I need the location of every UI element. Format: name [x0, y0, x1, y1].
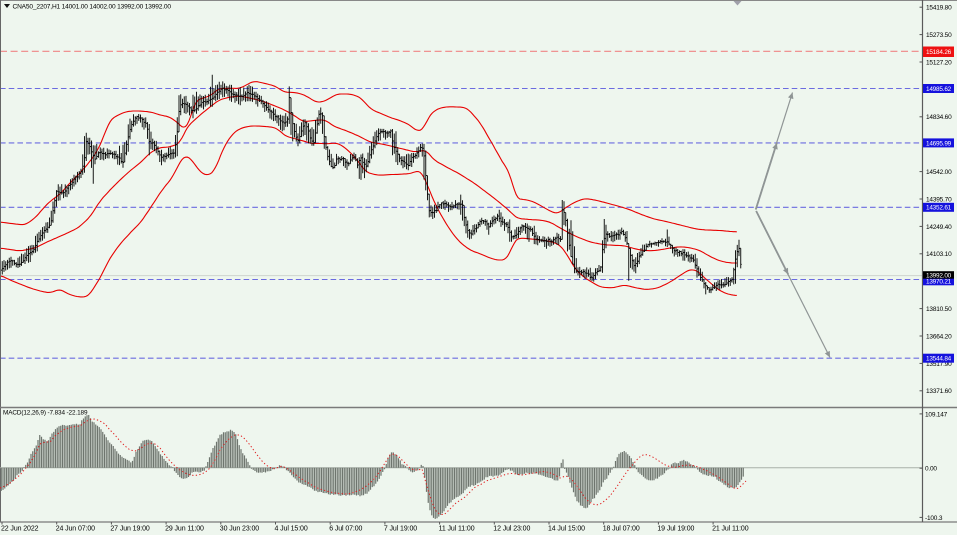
svg-text:13992.00: 13992.00 [926, 272, 952, 279]
svg-text:14249.40: 14249.40 [926, 224, 952, 231]
svg-text:14985.62: 14985.62 [926, 86, 952, 93]
svg-text:27 Jun 19:00: 27 Jun 19:00 [110, 526, 149, 533]
svg-text:-100.3: -100.3 [925, 515, 943, 522]
svg-text:CNA50_2207,H1 14001.00 14002.: CNA50_2207,H1 14001.00 14002.00 13992.00… [13, 4, 172, 11]
svg-text:14834.60: 14834.60 [926, 114, 952, 121]
svg-text:13664.20: 13664.20 [926, 333, 952, 340]
svg-text:29 Jun 11:00: 29 Jun 11:00 [165, 526, 204, 533]
svg-text:11 Jul 11:00: 11 Jul 11:00 [439, 526, 475, 533]
svg-text:4 Jul 15:00: 4 Jul 15:00 [275, 526, 308, 533]
svg-text:21 Jul 11:00: 21 Jul 11:00 [712, 526, 749, 533]
svg-text:15127.20: 15127.20 [926, 59, 952, 66]
svg-text:14103.10: 14103.10 [926, 251, 952, 258]
svg-text:18 Jul 07:00: 18 Jul 07:00 [603, 526, 640, 533]
svg-text:13544.84: 13544.84 [926, 356, 952, 363]
svg-text:13970.21: 13970.21 [926, 279, 952, 286]
svg-text:13517.90: 13517.90 [926, 361, 952, 368]
svg-text:15419.80: 15419.80 [926, 5, 952, 12]
svg-text:109.147: 109.147 [925, 411, 948, 418]
svg-text:14 Jul 15:00: 14 Jul 15:00 [548, 526, 585, 533]
svg-text:30 Jun 23:00: 30 Jun 23:00 [220, 526, 259, 533]
svg-text:0.00: 0.00 [925, 466, 937, 473]
svg-text:6 Jul 07:00: 6 Jul 07:00 [329, 526, 362, 533]
svg-text:19 Jul 19:00: 19 Jul 19:00 [657, 526, 694, 533]
svg-text:15184.26: 15184.26 [926, 49, 952, 56]
svg-text:14395.70: 14395.70 [926, 196, 952, 203]
svg-text:MACD(12,26,9) -7.834 -22.189: MACD(12,26,9) -7.834 -22.189 [3, 410, 88, 417]
svg-text:14542.00: 14542.00 [926, 169, 952, 176]
svg-text:14695.99: 14695.99 [926, 140, 952, 147]
svg-text:12 Jul 23:00: 12 Jul 23:00 [493, 526, 530, 533]
svg-text:22 Jun 2022: 22 Jun 2022 [1, 526, 39, 533]
svg-text:13371.60: 13371.60 [926, 388, 952, 395]
svg-text:24 Jun 07:00: 24 Jun 07:00 [56, 526, 95, 533]
svg-text:7 Jul 19:00: 7 Jul 19:00 [384, 526, 417, 533]
svg-text:14352.61: 14352.61 [926, 205, 952, 212]
svg-text:15273.50: 15273.50 [926, 32, 952, 39]
svg-text:13810.50: 13810.50 [926, 306, 952, 313]
